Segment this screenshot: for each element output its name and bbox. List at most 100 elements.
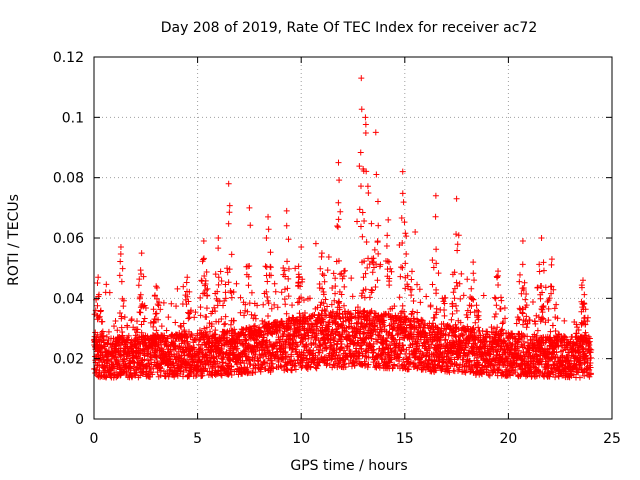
data-point: [241, 312, 248, 319]
data-point: [475, 324, 482, 331]
data-point: [103, 333, 110, 340]
data-point: [95, 274, 102, 281]
data-point: [224, 269, 231, 276]
data-point: [281, 296, 288, 303]
data-point: [317, 265, 324, 272]
data-point: [522, 296, 529, 303]
data-point: [540, 267, 547, 274]
data-point: [408, 311, 415, 318]
data-point: [228, 371, 235, 378]
data-point: [320, 318, 327, 325]
data-point: [331, 362, 338, 369]
data-point: [300, 297, 307, 304]
data-point: [221, 321, 228, 328]
data-point: [480, 292, 487, 299]
gridlines: [94, 57, 612, 419]
data-point: [307, 363, 314, 370]
data-point: [274, 304, 281, 311]
data-point: [580, 300, 587, 307]
data-point: [367, 309, 374, 316]
data-point: [493, 302, 500, 309]
data-point: [336, 177, 343, 184]
data-point: [579, 341, 586, 348]
data-point: [312, 240, 319, 247]
data-point: [336, 304, 343, 311]
data-point: [359, 209, 366, 216]
data-point: [264, 293, 271, 300]
data-point: [324, 303, 331, 310]
data-point: [432, 192, 439, 199]
data-point: [128, 337, 135, 344]
data-point: [114, 327, 121, 334]
data-point: [335, 224, 342, 231]
data-point: [298, 294, 305, 301]
data-point: [289, 302, 296, 309]
data-point: [233, 280, 240, 287]
data-point: [335, 159, 342, 166]
data-point: [538, 235, 545, 241]
data-point: [582, 306, 589, 313]
data-point: [118, 352, 125, 359]
data-point: [174, 285, 181, 292]
data-point: [388, 348, 395, 355]
data-point: [524, 339, 531, 346]
data-point: [200, 238, 207, 245]
data-point: [545, 305, 552, 312]
data-point: [128, 317, 135, 324]
data-point: [115, 360, 122, 367]
data-point: [180, 349, 187, 356]
data-point: [364, 264, 371, 271]
data-point: [582, 352, 589, 359]
data-point: [202, 277, 209, 284]
data-point: [362, 121, 369, 128]
data-point: [356, 206, 363, 213]
data-point: [99, 328, 106, 335]
data-point: [383, 341, 390, 348]
data-point: [278, 289, 285, 296]
data-point: [513, 320, 520, 327]
data-point: [415, 320, 422, 327]
data-point: [245, 282, 252, 289]
data-point: [337, 208, 344, 215]
data-point: [137, 372, 144, 379]
data-point: [251, 312, 258, 319]
data-point: [222, 320, 229, 327]
data-point: [547, 328, 554, 335]
data-point: [470, 326, 477, 333]
x-tick-label: 20: [499, 431, 517, 447]
data-point: [200, 290, 207, 297]
y-tick-label: 0.04: [53, 291, 84, 307]
data-point: [121, 314, 128, 321]
data-point: [408, 286, 415, 293]
data-point: [292, 366, 299, 373]
data-point: [539, 356, 546, 363]
data-point: [295, 263, 302, 270]
data-point: [557, 338, 564, 345]
data-point: [475, 308, 482, 315]
data-point: [358, 75, 365, 82]
data-point: [512, 367, 519, 374]
data-point: [178, 323, 185, 330]
data-point: [464, 314, 471, 321]
data-point: [204, 285, 211, 292]
data-point: [348, 275, 355, 282]
data-point: [138, 250, 145, 257]
data-point: [366, 294, 373, 301]
data-point: [291, 363, 298, 370]
data-point: [523, 313, 530, 320]
data-point: [281, 267, 288, 274]
data-point: [432, 367, 439, 374]
data-point: [217, 268, 224, 275]
data-point: [398, 264, 405, 271]
data-point: [370, 259, 377, 266]
data-point: [375, 250, 382, 257]
y-axis-label: ROTI / TECUs: [6, 194, 22, 286]
data-point: [246, 204, 253, 211]
data-point: [116, 310, 123, 317]
data-point: [316, 342, 323, 349]
data-point: [188, 307, 195, 314]
data-point: [520, 287, 527, 294]
data-point: [391, 320, 398, 327]
data-point: [134, 326, 141, 333]
data-point: [494, 274, 501, 281]
